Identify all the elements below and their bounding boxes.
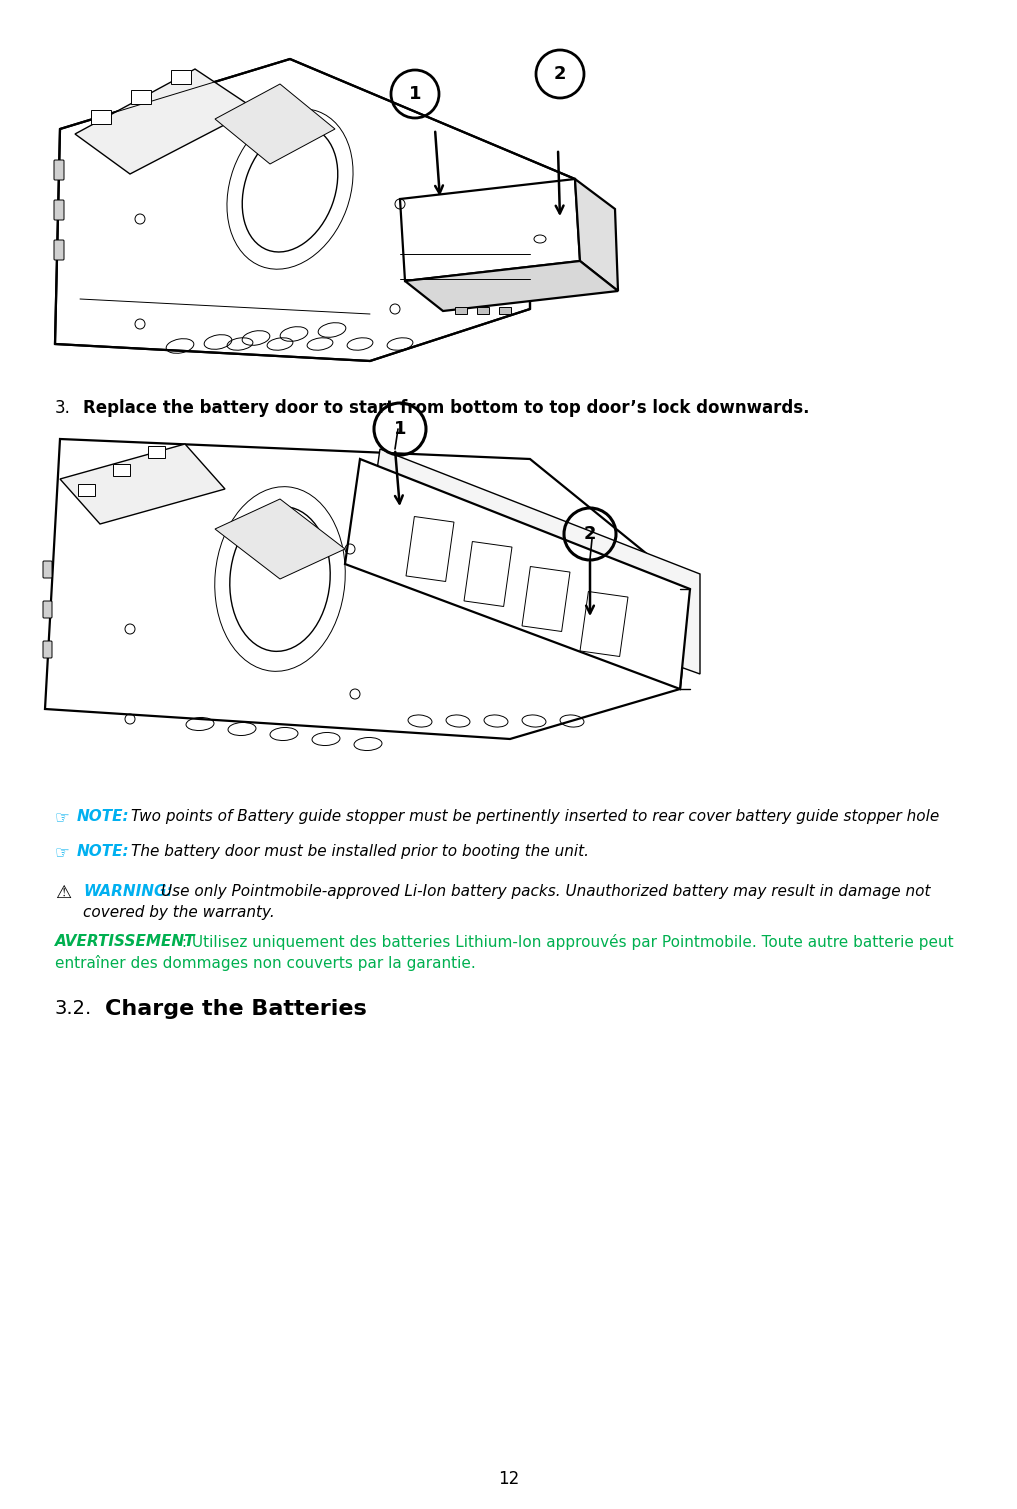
Text: 2: 2 (584, 525, 596, 543)
FancyBboxPatch shape (54, 201, 64, 220)
FancyBboxPatch shape (43, 641, 52, 658)
Text: AVERTISSEMENT: AVERTISSEMENT (55, 934, 195, 949)
Text: 1: 1 (394, 420, 406, 438)
Text: ⚠: ⚠ (55, 884, 71, 902)
Text: 1: 1 (409, 85, 421, 103)
Polygon shape (171, 69, 191, 85)
Polygon shape (215, 85, 335, 164)
FancyBboxPatch shape (54, 160, 64, 180)
Text: NOTE:: NOTE: (77, 844, 129, 859)
Bar (455, 306, 467, 314)
Text: 2: 2 (553, 65, 566, 83)
Text: : Utilisez uniquement des batteries Lithium-Ion approuvés par Pointmobile. Toute: : Utilisez uniquement des batteries Lith… (177, 934, 954, 951)
Bar (477, 306, 489, 314)
Text: Replace the battery door to start from bottom to top door’s lock downwards.: Replace the battery door to start from b… (83, 398, 810, 416)
FancyBboxPatch shape (43, 561, 52, 578)
Text: WARNING:: WARNING: (83, 884, 173, 899)
FancyBboxPatch shape (54, 240, 64, 260)
Polygon shape (575, 180, 618, 291)
Text: The battery door must be installed prior to booting the unit.: The battery door must be installed prior… (131, 844, 589, 859)
Text: Use only Pointmobile-approved Li-Ion battery packs. Unauthorized battery may res: Use only Pointmobile-approved Li-Ion bat… (161, 884, 931, 899)
Text: 3.2.: 3.2. (55, 999, 93, 1019)
Polygon shape (406, 516, 454, 581)
Polygon shape (55, 59, 575, 361)
Polygon shape (215, 499, 345, 579)
Text: 12: 12 (498, 1470, 519, 1488)
Polygon shape (75, 69, 255, 174)
Polygon shape (405, 261, 618, 311)
Polygon shape (113, 463, 130, 475)
Polygon shape (131, 91, 151, 104)
Polygon shape (464, 542, 512, 607)
Polygon shape (45, 439, 690, 739)
Text: NOTE:: NOTE: (77, 809, 129, 824)
Text: entraîner des dommages non couverts par la garantie.: entraîner des dommages non couverts par … (55, 955, 476, 970)
Bar (499, 306, 511, 314)
Text: ☞: ☞ (55, 844, 70, 862)
Polygon shape (345, 459, 690, 690)
Text: Two points of Battery guide stopper must be pertinently inserted to rear cover b: Two points of Battery guide stopper must… (131, 809, 940, 824)
Polygon shape (365, 450, 700, 675)
Polygon shape (522, 566, 570, 631)
Polygon shape (148, 447, 165, 459)
Text: ☞: ☞ (55, 809, 70, 827)
Text: covered by the warranty.: covered by the warranty. (83, 905, 275, 920)
Polygon shape (60, 444, 225, 524)
Text: 3.: 3. (55, 398, 71, 416)
Text: Charge the Batteries: Charge the Batteries (105, 999, 367, 1019)
Polygon shape (78, 484, 95, 496)
FancyBboxPatch shape (43, 601, 52, 619)
Polygon shape (400, 180, 580, 281)
Polygon shape (91, 110, 111, 124)
Polygon shape (580, 592, 627, 656)
